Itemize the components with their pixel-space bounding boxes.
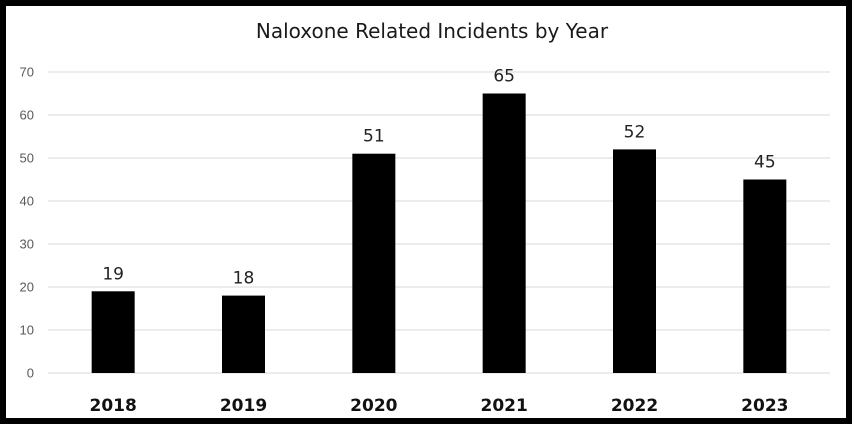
y-tick-label-10: 10 bbox=[20, 323, 34, 338]
bar-2018 bbox=[91, 291, 135, 373]
bar-2021 bbox=[482, 93, 526, 373]
y-tick-label-20: 20 bbox=[20, 280, 34, 295]
gridlines bbox=[48, 71, 830, 374]
data-label-2020: 51 bbox=[363, 127, 385, 147]
data-label-2023: 45 bbox=[754, 153, 776, 173]
x-tick-label-2021: 2021 bbox=[481, 396, 528, 416]
x-tick-label-2023: 2023 bbox=[741, 396, 788, 416]
x-axis-tick-labels: 2018 2019 2020 2021 2022 2023 bbox=[90, 396, 789, 416]
chart-title: Naloxone Related Incidents by Year bbox=[256, 19, 609, 43]
data-label-2022: 52 bbox=[624, 122, 646, 142]
y-tick-label-70: 70 bbox=[20, 65, 34, 80]
bar-2023 bbox=[743, 179, 787, 373]
data-label-2018: 19 bbox=[102, 264, 124, 284]
bars bbox=[91, 93, 787, 373]
data-label-2021: 65 bbox=[493, 67, 515, 87]
x-tick-label-2022: 2022 bbox=[611, 396, 658, 416]
bar-2020 bbox=[352, 153, 396, 373]
data-label-2019: 18 bbox=[233, 269, 255, 289]
y-tick-label-50: 50 bbox=[20, 151, 34, 166]
y-tick-label-30: 30 bbox=[20, 237, 34, 252]
y-axis-tick-labels: 0 10 20 30 40 50 60 70 bbox=[20, 65, 34, 381]
y-tick-label-40: 40 bbox=[20, 194, 34, 209]
bar-2022 bbox=[613, 149, 656, 373]
bar-2019 bbox=[222, 295, 265, 373]
x-tick-label-2020: 2020 bbox=[350, 396, 397, 416]
x-tick-label-2018: 2018 bbox=[90, 396, 137, 416]
y-tick-label-60: 60 bbox=[20, 108, 34, 123]
chart-frame bbox=[6, 6, 846, 418]
y-tick-label-0: 0 bbox=[27, 366, 34, 381]
data-labels: 19 18 51 65 52 45 bbox=[102, 67, 775, 289]
x-tick-label-2019: 2019 bbox=[220, 396, 267, 416]
